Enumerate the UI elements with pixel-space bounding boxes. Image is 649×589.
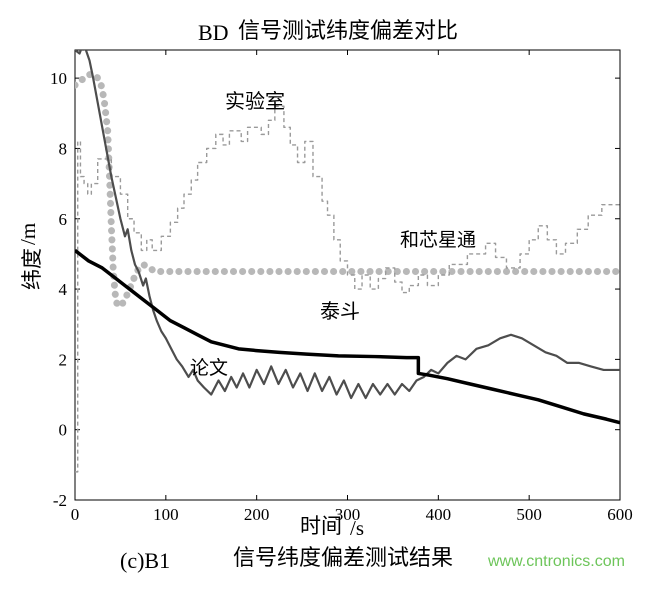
annot-taidou: 泰斗 [320, 295, 360, 324]
svg-text:0: 0 [59, 421, 68, 440]
watermark: www.cntronics.com [488, 553, 625, 571]
y-axis-label-unit: /m [16, 223, 41, 245]
svg-text:100: 100 [153, 505, 179, 524]
svg-text:-2: -2 [53, 491, 67, 510]
svg-text:4: 4 [59, 280, 68, 299]
svg-text:200: 200 [244, 505, 270, 524]
svg-text:2: 2 [59, 350, 68, 369]
x-axis-label-unit: /s [350, 516, 364, 541]
title-main: 信号测试纬度偏差对比 [238, 13, 458, 45]
svg-text:8: 8 [59, 139, 68, 158]
svg-text:10: 10 [50, 69, 67, 88]
svg-text:0: 0 [71, 505, 80, 524]
caption-prefix: (c)B1 [120, 548, 170, 574]
annot-lunwen: 论文 [190, 353, 228, 380]
annot-hexinxingtong: 和芯星通 [400, 225, 476, 252]
svg-text:600: 600 [607, 505, 633, 524]
svg-text:400: 400 [426, 505, 452, 524]
svg-text:500: 500 [516, 505, 542, 524]
x-axis-label-text: 时间 [300, 510, 342, 540]
chart-root: { "image_size": { "w": 649, "h": 589 }, … [0, 0, 649, 589]
annot-shiyanshi: 实验室 [225, 85, 285, 114]
title-prefix: BD [198, 20, 229, 46]
y-axis-label-text: 纬度 [16, 248, 46, 290]
caption-main: 信号纬度偏差测试结果 [233, 540, 453, 572]
svg-text:6: 6 [59, 210, 68, 229]
